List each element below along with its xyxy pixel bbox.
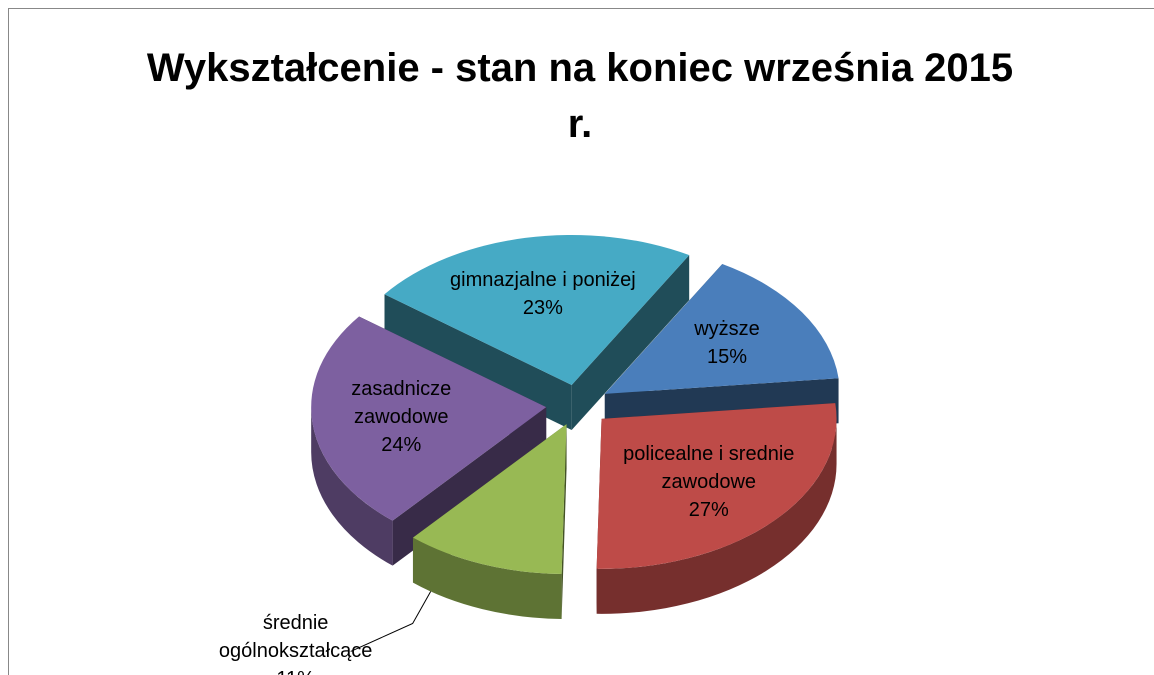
data-label: zasadnicze zawodowe 24% — [301, 375, 501, 459]
pie-slice — [596, 403, 837, 614]
value-label: 11% — [196, 665, 396, 675]
value-label: 23% — [522, 296, 563, 319]
value-label: 15% — [707, 346, 748, 369]
category-label: wyższe — [694, 318, 760, 341]
category-label: policealne i srednie zawodowe — [623, 442, 795, 493]
slice-top — [596, 403, 837, 569]
category-label: gimnazjalne i poniżej — [450, 268, 636, 291]
slice-top — [384, 234, 690, 385]
slice-side — [384, 294, 572, 430]
data-label: wyższe 15% — [627, 315, 827, 371]
value-label: 24% — [381, 433, 422, 456]
slice-wall — [596, 418, 837, 614]
category-label: średnie ogólnokształcące — [218, 612, 373, 663]
chart-frame — [8, 8, 1154, 675]
slice-top — [412, 424, 567, 575]
data-label: średnie ogólnokształcące 11% — [196, 609, 396, 675]
leader-line — [350, 591, 432, 652]
value-label: 27% — [688, 498, 729, 521]
slice-wall — [412, 537, 562, 620]
chart-title: Wykształcenie - stan na koniec września … — [146, 46, 1014, 146]
data-label: gimnazjalne i poniżej 23% — [443, 266, 643, 322]
slice-side — [561, 424, 567, 620]
pie-slice — [384, 234, 690, 430]
category-label: zasadnicze zawodowe — [351, 377, 452, 428]
slice-top — [311, 316, 547, 521]
slice-side — [571, 255, 690, 430]
slice-wall — [311, 407, 393, 566]
data-label: policealne i srednie zawodowe 27% — [609, 440, 809, 524]
pie-slice — [412, 424, 567, 620]
slice-top — [604, 263, 839, 394]
